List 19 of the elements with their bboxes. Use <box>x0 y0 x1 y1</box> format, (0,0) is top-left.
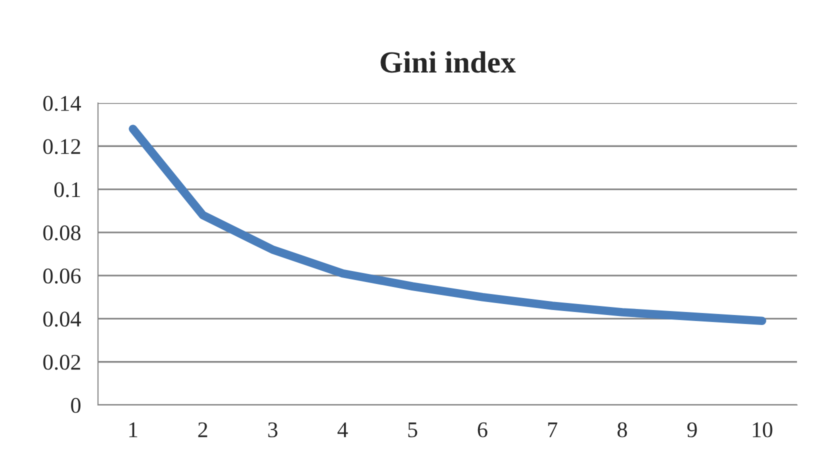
x-tick-label: 7 <box>548 422 558 438</box>
y-tick-label: 0.02 <box>43 354 80 370</box>
x-tick-label: 5 <box>408 422 418 438</box>
y-tick-label: 0.08 <box>43 225 80 240</box>
x-tick-label: 6 <box>478 422 488 438</box>
y-tick-label: 0 <box>71 398 80 413</box>
y-tick-label: 0.12 <box>43 139 80 154</box>
x-tick-label: 3 <box>268 422 278 438</box>
x-tick-label: 8 <box>618 422 627 438</box>
chart-title: Gini index <box>380 51 516 73</box>
y-tick-label: 0.14 <box>43 96 81 112</box>
x-tick-label: 4 <box>338 422 348 438</box>
x-tick-label: 10 <box>752 422 772 438</box>
y-tick-label: 0.04 <box>43 312 81 327</box>
x-tick-label: 1 <box>129 422 138 438</box>
x-tick-label: 2 <box>198 422 208 438</box>
y-tick-label: 0.06 <box>43 268 81 284</box>
x-tick-label: 9 <box>687 422 697 438</box>
y-tick-label: 0.1 <box>54 182 80 198</box>
